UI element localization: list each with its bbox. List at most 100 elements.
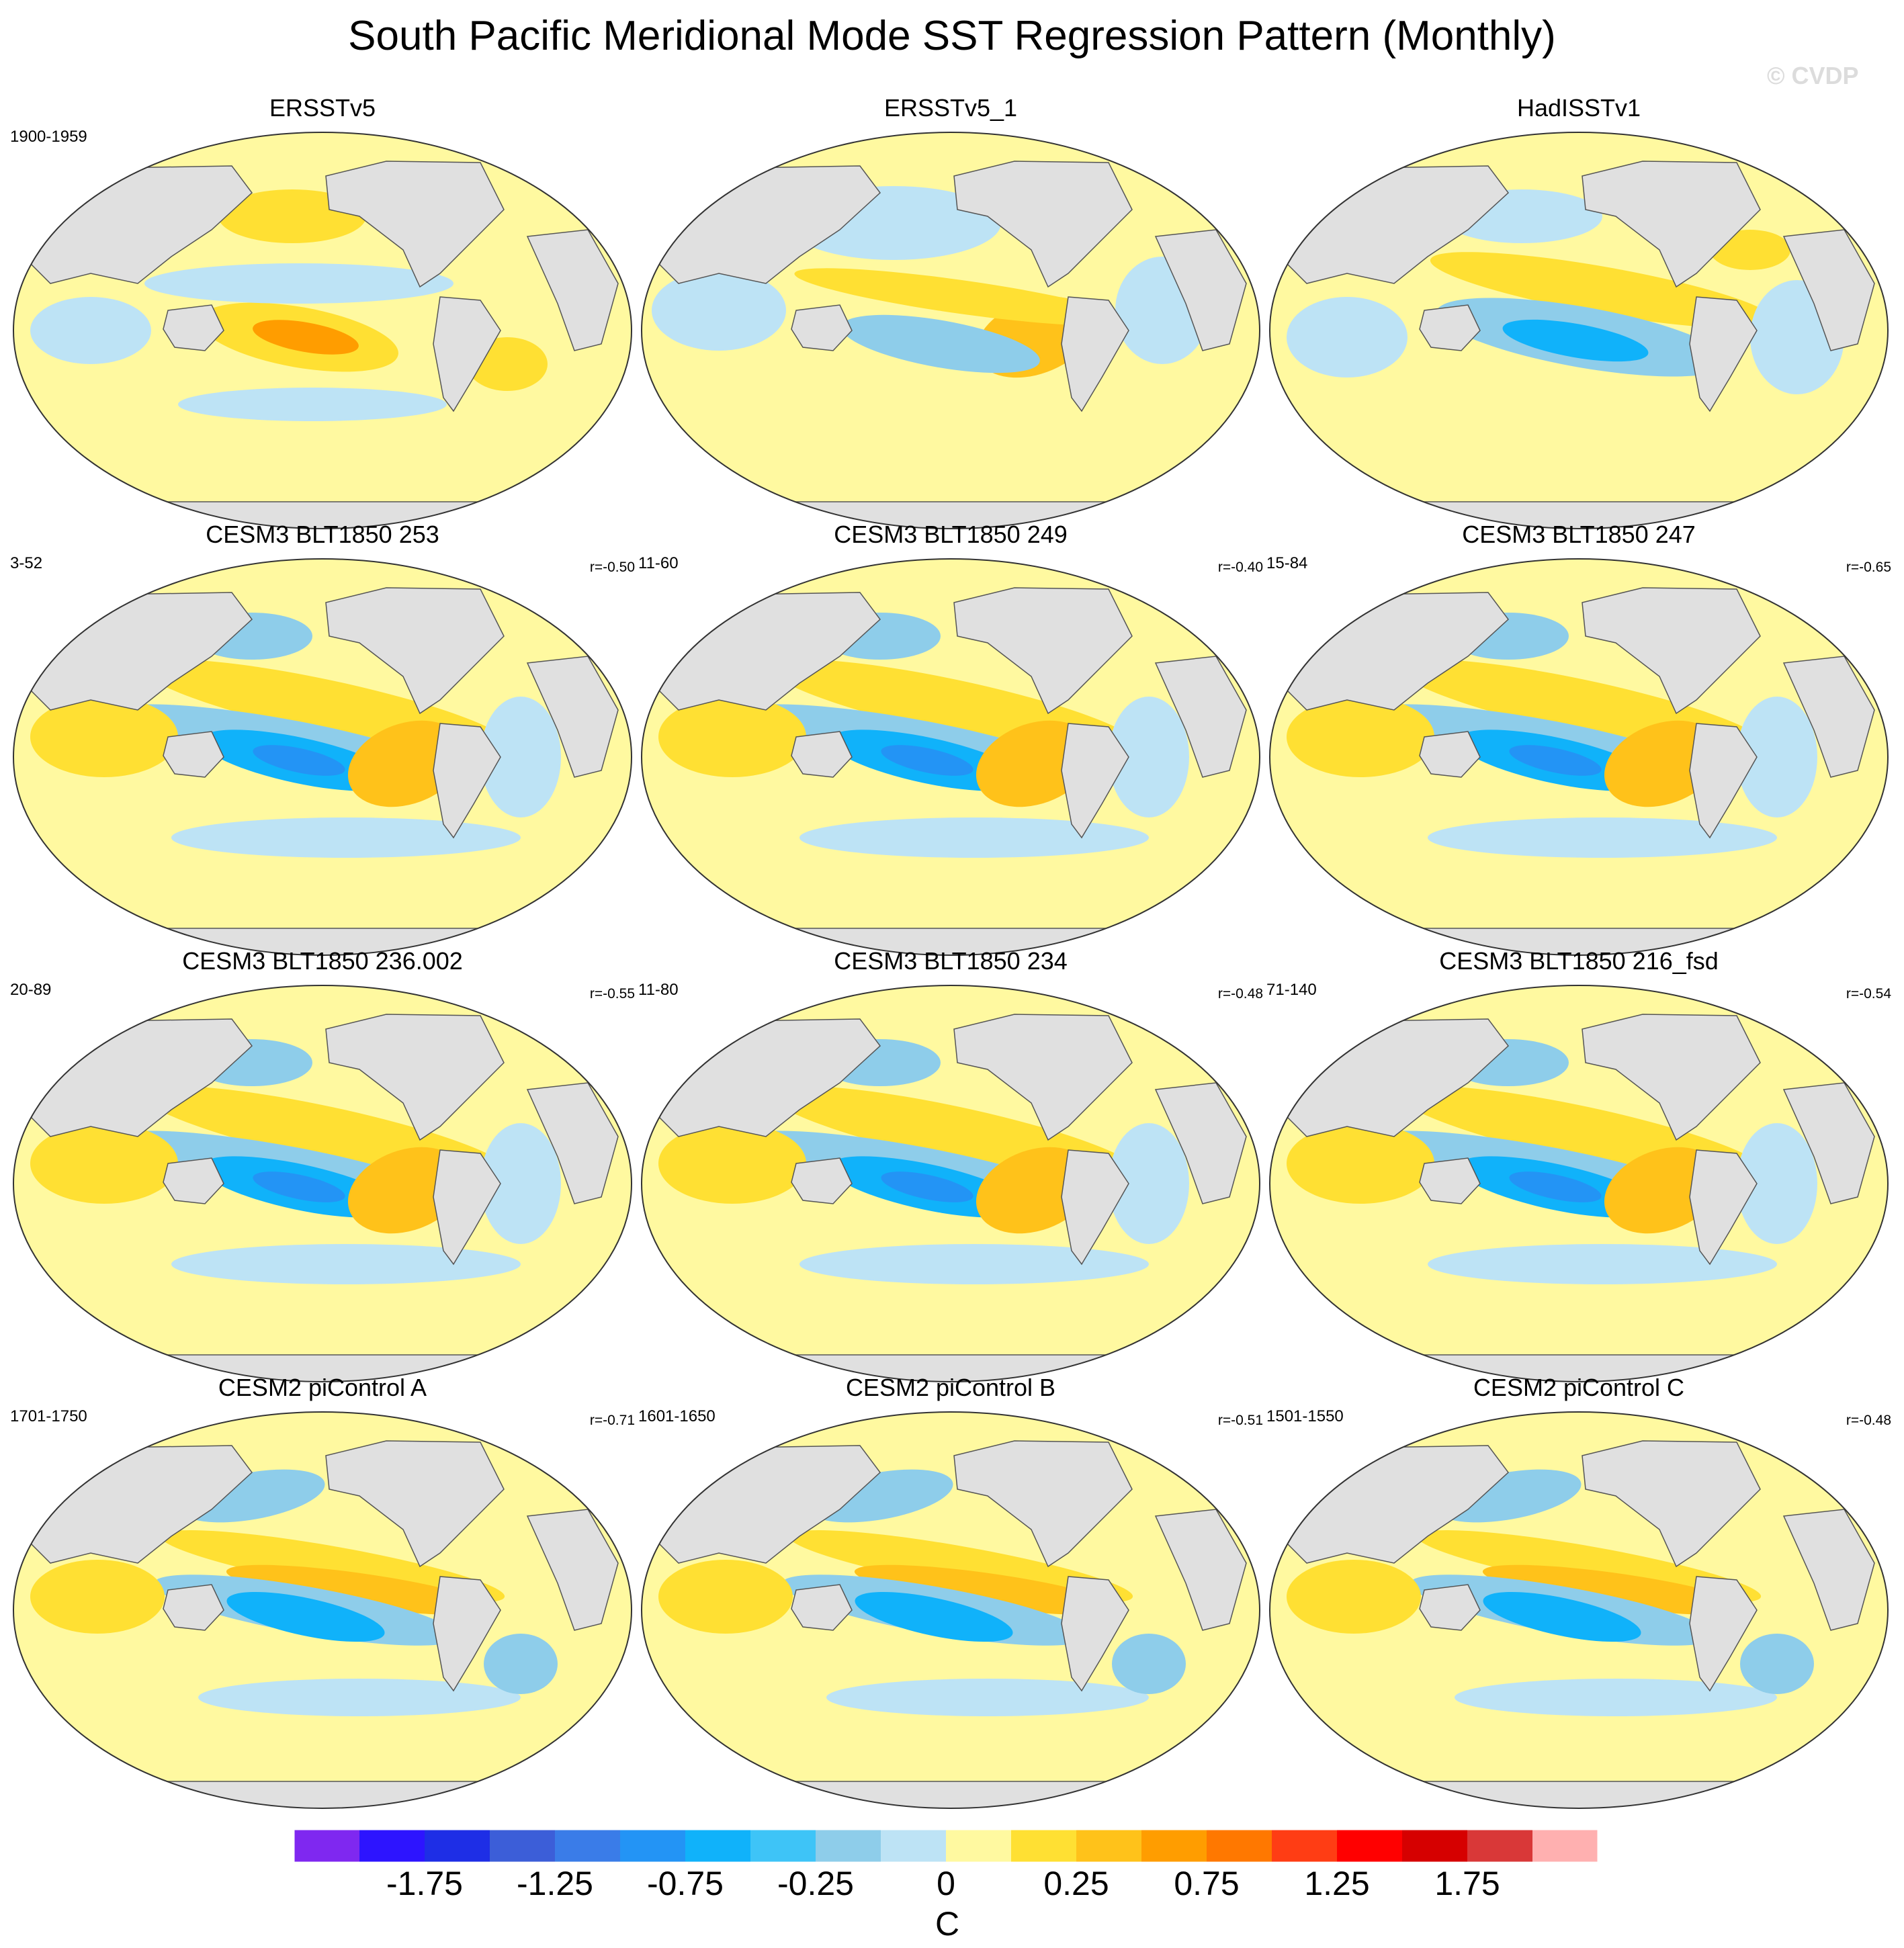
cool-core-inner — [253, 1171, 345, 1202]
australia-landmass — [1419, 1584, 1481, 1631]
south-america-landmass — [433, 1149, 501, 1266]
north-america-landmass — [325, 1440, 505, 1568]
north-america-landmass — [1582, 161, 1761, 288]
north-america-landmass — [325, 1014, 505, 1141]
cool-core — [1502, 319, 1649, 362]
map-outline — [1269, 558, 1889, 956]
map-outline — [641, 985, 1260, 1382]
colorbar-box — [490, 1830, 555, 1862]
panel-pattern-correlation: r=-0.48 — [1217, 986, 1263, 1002]
cool-atlantic — [1109, 1123, 1189, 1244]
south-america-landmass — [1061, 1576, 1129, 1692]
north-america-landmass — [953, 161, 1133, 288]
cool-indian-ocean — [652, 270, 786, 351]
cool-south-atlantic — [484, 1634, 558, 1694]
cool-southern-ocean — [171, 817, 521, 858]
warm-indian-ocean — [1287, 1123, 1434, 1204]
panel-title: CESM3 BLT1850 216_fsd — [1439, 947, 1719, 975]
map-field — [642, 132, 1260, 529]
cool-core-inner — [1509, 745, 1602, 776]
south-america-landmass — [1061, 296, 1129, 412]
panel-years: 1601-1650 — [638, 1407, 716, 1425]
colorbar-tick-label: -0.75 — [647, 1865, 724, 1902]
map-field — [1270, 985, 1888, 1382]
regression-map — [13, 985, 632, 1382]
cool-southern-ocean — [171, 1244, 521, 1284]
warm-band-north — [1430, 252, 1775, 328]
map-outline — [641, 1411, 1260, 1809]
colorbar-box — [359, 1830, 425, 1862]
panel-title: CESM3 BLT1850 249 — [834, 521, 1068, 548]
cool-tropical-pacific — [144, 263, 453, 304]
colorbar-box — [1011, 1830, 1076, 1862]
antarctica-landmass — [642, 1781, 1260, 1808]
cool-atlantic — [480, 1123, 561, 1244]
regression-map — [641, 1411, 1260, 1809]
cool-south-pacific — [841, 314, 1040, 373]
map-outline — [13, 558, 632, 956]
australia-landmass — [791, 1584, 853, 1631]
map-field — [642, 1412, 1260, 1808]
warm-indian-ocean — [30, 697, 178, 777]
australia-landmass — [791, 731, 853, 778]
cool-southern-ocean — [1428, 1244, 1777, 1284]
colorbar-tick-label: -1.25 — [517, 1865, 593, 1902]
colorbar — [294, 1830, 1598, 1862]
cool-south-atlantic — [1112, 1634, 1186, 1694]
colorbar-tick-label: -0.25 — [777, 1865, 854, 1902]
cool-atlantic — [480, 697, 561, 817]
cool-atlantic — [1109, 697, 1189, 817]
regression-map — [1269, 132, 1889, 529]
cool-core — [226, 1591, 385, 1642]
colorbar-box — [1076, 1830, 1141, 1862]
cool-indian-ocean — [1287, 297, 1408, 378]
map-panel: HadISSTv1 — [1266, 94, 1891, 529]
map-field — [1270, 132, 1888, 529]
map-outline — [641, 558, 1260, 956]
colorbar-tick-label: 0.25 — [1043, 1865, 1109, 1902]
map-panel: ERSSTv5_1 — [638, 94, 1263, 529]
australia-landmass — [163, 1584, 224, 1631]
map-field — [642, 559, 1260, 955]
australia-landmass — [791, 1157, 853, 1204]
panel-pattern-correlation: r=-0.48 — [1846, 1413, 1891, 1428]
warm-indian-ocean — [30, 1560, 165, 1634]
colorbar-box — [425, 1830, 490, 1862]
regression-map — [13, 558, 632, 956]
map-panel: CESM3 BLT1850 247 15-84 r=-0.65 — [1266, 521, 1891, 956]
cool-southern-ocean — [799, 1244, 1149, 1284]
panel-years: 11-80 — [638, 981, 679, 999]
panel-title: CESM2 piControl C — [1473, 1374, 1685, 1401]
panel-title: CESM3 BLT1850 253 — [206, 521, 439, 548]
north-america-landmass — [325, 587, 505, 715]
map-field — [642, 985, 1260, 1382]
south-america-landmass — [1061, 1149, 1129, 1266]
map-field — [13, 985, 632, 1382]
colorbar-tick-label: 0 — [937, 1865, 955, 1902]
warm-eq-pacific — [226, 1564, 493, 1615]
map-outline — [641, 132, 1260, 529]
map-outline — [1269, 1411, 1889, 1809]
map-outline — [13, 132, 632, 529]
panel-title: ERSSTv5_1 — [883, 94, 1018, 122]
regression-map — [1269, 985, 1889, 1382]
panel-pattern-correlation: r=-0.54 — [1846, 986, 1891, 1002]
south-america-landmass — [1689, 723, 1758, 839]
cool-south-atlantic — [1740, 1634, 1814, 1694]
colorbar-box — [816, 1830, 881, 1862]
panel-years: 11-60 — [638, 554, 679, 572]
panel-years: 1701-1750 — [10, 1407, 87, 1425]
cool-core-inner — [1509, 1171, 1602, 1202]
panel-title: CESM3 BLT1850 234 — [834, 947, 1068, 975]
panel-title: CESM2 piControl A — [218, 1374, 427, 1401]
colorbar-unit: C — [935, 1905, 960, 1943]
colorbar-tick-label: 1.25 — [1304, 1865, 1370, 1902]
regression-map — [1269, 1411, 1889, 1809]
colorbar-box — [294, 1830, 359, 1862]
panel-pattern-correlation: r=-0.40 — [1217, 560, 1263, 575]
south-america-landmass — [433, 296, 501, 412]
map-panel: CESM3 BLT1850 216_fsd 71-140 r=-0.54 — [1266, 947, 1891, 1382]
regression-map — [641, 558, 1260, 956]
cool-atlantic — [1737, 1123, 1817, 1244]
map-outline — [13, 985, 632, 1382]
